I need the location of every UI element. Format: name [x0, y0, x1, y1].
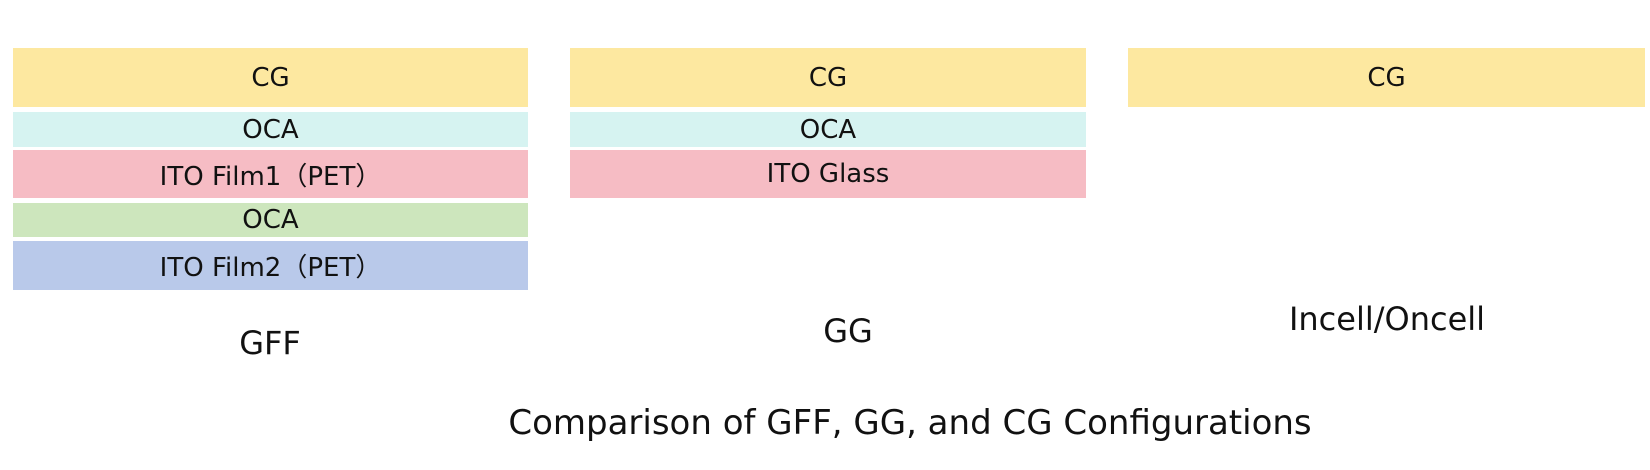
caption: Comparison of GFF, GG, and CG Configurat… — [508, 403, 1312, 443]
layer-ito-film: ITO Film2（PET） — [13, 241, 528, 290]
layer-ito-glass: ITO Glass — [570, 150, 1086, 198]
column-label: GG — [823, 312, 873, 350]
layer-oca: OCA — [570, 112, 1086, 147]
column-label: Incell/Oncell — [1288, 300, 1486, 338]
layer-cg: CG — [570, 48, 1086, 107]
layer-oca: OCA — [13, 112, 528, 147]
layer-cg: CG — [1128, 48, 1645, 107]
layer-cg: CG — [13, 48, 528, 107]
column-label: GFF — [239, 324, 301, 362]
layer-ito-film: ITO Film1（PET） — [13, 150, 528, 198]
layer-oca: OCA — [13, 203, 528, 237]
